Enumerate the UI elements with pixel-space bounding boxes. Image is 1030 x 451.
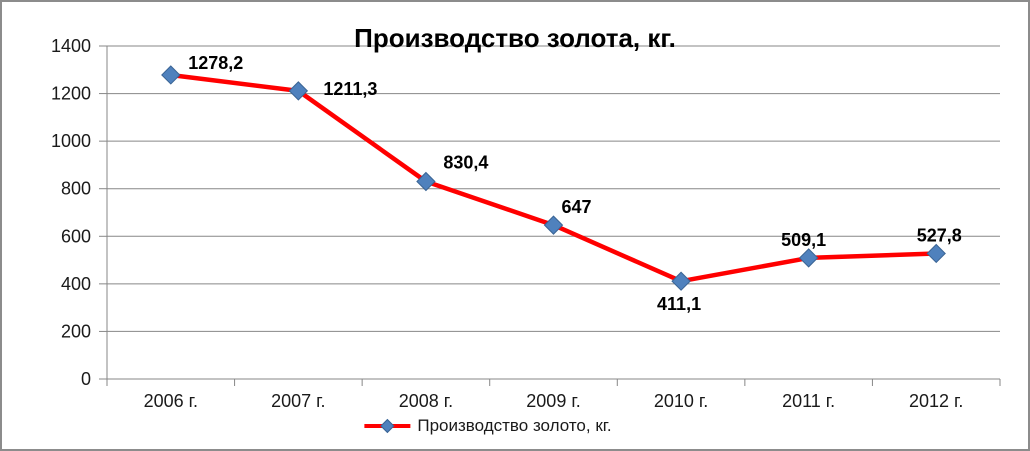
data-point-label: 647: [561, 197, 591, 217]
series-line: [168, 72, 939, 284]
data-point-marker: [671, 271, 691, 291]
data-point-label: 830,4: [443, 152, 488, 172]
data-point-marker: [926, 243, 946, 264]
data-point-marker: [798, 248, 819, 268]
data-point-marker: [416, 171, 436, 192]
y-axis-label: 1000: [51, 131, 91, 151]
y-axis-label: 1400: [51, 36, 91, 56]
data-point-label: 1278,2: [188, 53, 243, 73]
x-axis-label: 2008 г.: [399, 391, 453, 411]
y-axis-label: 400: [61, 274, 91, 294]
legend-label: Производство золото, кг.: [417, 416, 612, 435]
y-axis-label: 1200: [51, 84, 91, 104]
x-axis-label: 2009 г.: [526, 391, 580, 411]
data-point-marker: [288, 81, 309, 101]
y-axis-label: 200: [61, 321, 91, 341]
legend-diamond-icon: [380, 418, 395, 434]
x-axis-label: 2012 г.: [909, 391, 963, 411]
y-axis-label: 600: [61, 226, 91, 246]
data-point-marker: [543, 215, 564, 235]
data-point-marker: [161, 65, 181, 85]
x-axis-label: 2011 г.: [782, 391, 835, 411]
x-axis-label: 2010 г.: [654, 391, 708, 411]
y-axis-label: 0: [81, 369, 91, 389]
data-point-label: 527,8: [917, 225, 962, 245]
data-point-label: 509,1: [781, 230, 826, 250]
data-point-label: 1211,3: [323, 79, 377, 99]
chart-legend: Производство золото, кг.: [364, 416, 612, 436]
x-axis-label: 2007 г.: [271, 391, 325, 411]
x-axis-label: 2006 г.: [144, 391, 198, 411]
legend-series-marker-icon: [364, 418, 411, 434]
y-axis-label: 800: [61, 179, 91, 199]
data-point-label: 411,1: [657, 294, 701, 314]
